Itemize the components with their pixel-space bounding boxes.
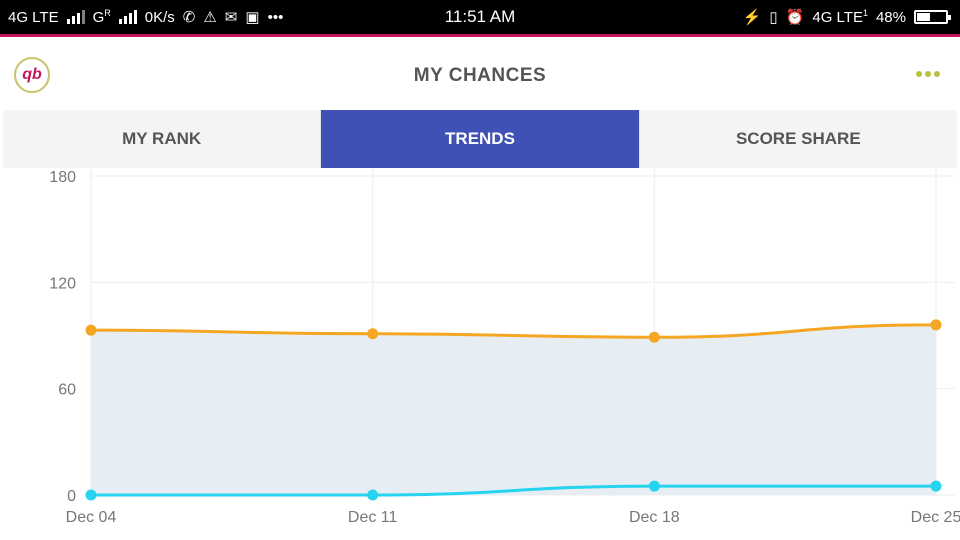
series-1-point — [85, 489, 97, 501]
y-tick-label: 0 — [67, 488, 76, 505]
battery-icon — [914, 10, 951, 24]
x-tick-label: Dec 11 — [348, 509, 398, 526]
y-tick-label: 120 — [49, 275, 76, 292]
series-0-point — [367, 328, 379, 340]
mail-icon: ✉ — [224, 9, 238, 26]
screenshot-icon: ▣ — [245, 9, 260, 26]
status-bar: 4G LTE GR 0K/s ✆ ⚠ ✉ ▣ ••• 11:51 AM ⚡ ▯ … — [0, 0, 960, 37]
series-area-fill — [91, 324, 936, 495]
network-type-3: 4G LTE1 — [812, 8, 868, 26]
status-right: ⚡ ▯ ⏰ 4G LTE1 48% — [742, 8, 951, 26]
tab-my-rank[interactable]: MY RANK — [3, 110, 321, 168]
series-line-1 — [91, 484, 936, 497]
trends-chart: 180 120 60 0 Dec 04 Dec 11 Dec 18 Dec 25 — [49, 168, 960, 526]
series-1-point — [930, 480, 942, 492]
x-tick-label: Dec 04 — [66, 509, 117, 526]
y-tick-label: 60 — [58, 382, 76, 399]
more-notifications-icon: ••• — [267, 8, 284, 26]
alarm-icon: ⏰ — [785, 9, 805, 26]
series-0-point — [85, 324, 97, 336]
series-0-point — [648, 331, 660, 343]
overflow-menu-icon[interactable] — [916, 71, 940, 77]
tab-score-share[interactable]: SCORE SHARE — [638, 110, 957, 168]
whatsapp-icon: ✆ — [182, 9, 196, 26]
tab-bar: MY RANK TRENDS SCORE SHARE — [3, 110, 957, 168]
vibrate-icon: ▯ — [769, 9, 778, 26]
x-tick-label: Dec 25 — [911, 509, 960, 526]
x-tick-label: Dec 18 — [629, 509, 680, 526]
network-speed: 0K/s — [144, 8, 175, 26]
series-1-point — [648, 480, 660, 492]
battery-percent: 48% — [875, 8, 906, 26]
status-accent-line — [0, 34, 960, 37]
tab-trends[interactable]: TRENDS — [320, 110, 639, 168]
warning-icon: ⚠ — [203, 9, 217, 26]
app-bar: qb MY CHANCES — [0, 37, 960, 109]
y-tick-label: 180 — [49, 169, 76, 186]
page-title: MY CHANCES — [413, 65, 547, 86]
status-left: 4G LTE GR 0K/s ✆ ⚠ ✉ ▣ ••• — [8, 8, 283, 26]
signal-strength-2-icon — [118, 10, 137, 24]
network-type-1: 4G LTE — [8, 8, 59, 26]
signal-strength-icon — [66, 10, 85, 24]
battery-fill — [917, 13, 930, 21]
series-line-0 — [90, 323, 937, 339]
app-logo[interactable]: qb — [14, 57, 50, 93]
series-0-point — [930, 319, 942, 331]
network-type-2: GR — [92, 8, 111, 26]
battery-saver-icon: ⚡ — [742, 9, 762, 26]
series-1-point — [367, 489, 379, 501]
clock: 11:51 AM — [444, 7, 516, 26]
